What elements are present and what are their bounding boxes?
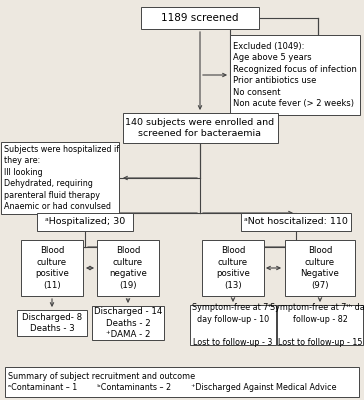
- FancyBboxPatch shape: [285, 240, 355, 296]
- Text: Blood
culture
positive
(13): Blood culture positive (13): [216, 246, 250, 290]
- Text: Blood
culture
negative
(19): Blood culture negative (19): [109, 246, 147, 290]
- Text: Excluded (1049):
Age above 5 years
Recognized focus of infection
Prior antibioti: Excluded (1049): Age above 5 years Recog…: [233, 42, 357, 108]
- FancyBboxPatch shape: [37, 213, 133, 231]
- FancyBboxPatch shape: [277, 305, 363, 345]
- Text: 1189 screened: 1189 screened: [161, 13, 239, 23]
- FancyBboxPatch shape: [17, 310, 87, 336]
- FancyBboxPatch shape: [1, 142, 119, 214]
- Text: Discharged - 14
Deaths - 2
⁺DAMA - 2: Discharged - 14 Deaths - 2 ⁺DAMA - 2: [94, 307, 162, 339]
- FancyBboxPatch shape: [97, 240, 159, 296]
- FancyBboxPatch shape: [241, 213, 351, 231]
- FancyBboxPatch shape: [190, 305, 276, 345]
- Text: Symptom-free at 7ᵗʰ
day follow-up - 10

Lost to follow-up - 3: Symptom-free at 7ᵗʰ day follow-up - 10 L…: [192, 303, 274, 347]
- FancyBboxPatch shape: [202, 240, 264, 296]
- Text: Subjects were hospitalized if
they are:
Ill looking
Dehydrated, requiring
parent: Subjects were hospitalized if they are: …: [4, 145, 119, 211]
- FancyBboxPatch shape: [92, 306, 164, 340]
- FancyBboxPatch shape: [123, 113, 277, 143]
- Text: Symptom-free at 7ᵗʰ day
follow-up - 82

Lost to follow-up - 15: Symptom-free at 7ᵗʰ day follow-up - 82 L…: [270, 303, 364, 347]
- FancyBboxPatch shape: [5, 367, 359, 397]
- Text: Blood
culture
Negative
(97): Blood culture Negative (97): [301, 246, 340, 290]
- FancyBboxPatch shape: [21, 240, 83, 296]
- Text: ᵃNot hoscitalized: 110: ᵃNot hoscitalized: 110: [244, 218, 348, 226]
- Text: ᵃHospitalized; 30: ᵃHospitalized; 30: [45, 218, 125, 226]
- Text: Summary of subject recruitment and outcome
ᵃContaminant – 1        ᵇContaminants: Summary of subject recruitment and outco…: [8, 372, 336, 392]
- FancyBboxPatch shape: [230, 35, 360, 115]
- Text: Blood
culture
positive
(11): Blood culture positive (11): [35, 246, 69, 290]
- Text: 140 subjects were enrolled and
screened for bacteraemia: 140 subjects were enrolled and screened …: [126, 118, 274, 138]
- Text: Discharged- 8
Deaths - 3: Discharged- 8 Deaths - 3: [22, 313, 82, 333]
- FancyBboxPatch shape: [141, 7, 259, 29]
